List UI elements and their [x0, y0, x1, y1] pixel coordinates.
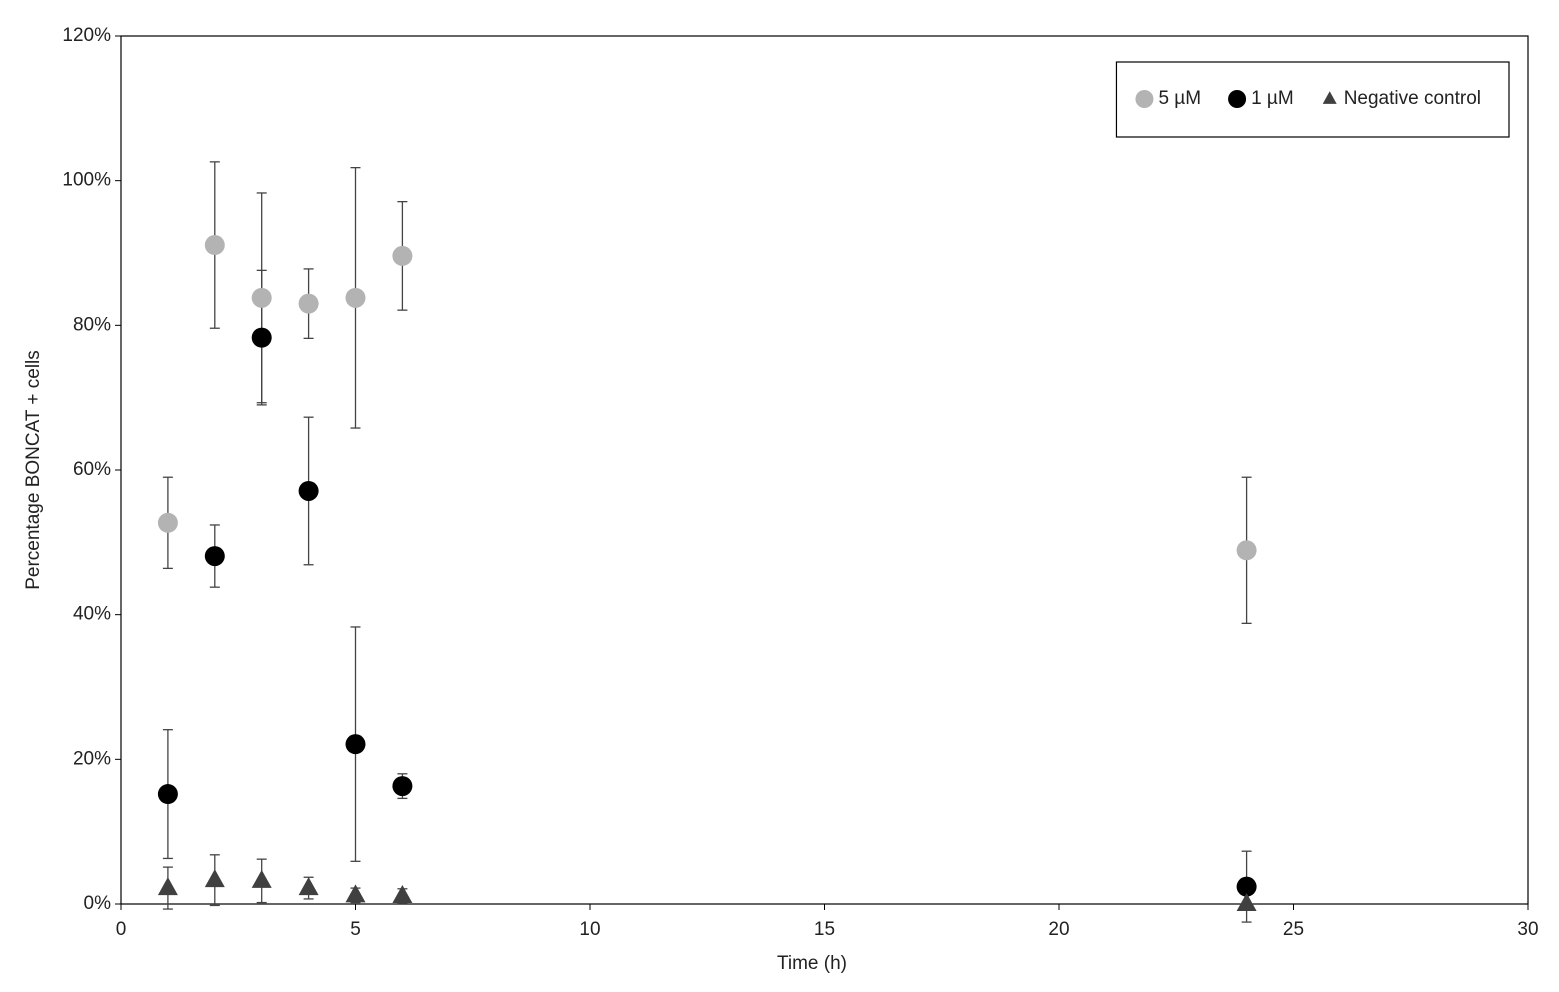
point [157, 512, 178, 533]
point [298, 480, 319, 501]
point [345, 734, 366, 755]
point [251, 327, 272, 348]
y-tick-label: 80% [73, 314, 111, 335]
y-axis-label: Percentage BONCAT + cells [23, 350, 44, 590]
point [157, 784, 178, 805]
point [204, 235, 225, 256]
point [1236, 893, 1257, 911]
x-axis-label: Time (h) [777, 953, 847, 974]
legend-marker [1228, 90, 1247, 108]
legend: 5 µM 1 µM Negative control [1115, 61, 1510, 138]
x-tick-label: 25 [1283, 919, 1304, 940]
point [345, 884, 366, 903]
point [204, 869, 225, 888]
y-tick-label: 0% [84, 893, 112, 914]
point [251, 869, 272, 888]
point [298, 293, 319, 314]
x-tick-label: 30 [1517, 919, 1538, 940]
point [392, 776, 413, 797]
x-tick-label: 0 [116, 919, 127, 940]
legend-marker [1322, 91, 1337, 104]
point [204, 546, 225, 567]
point [251, 287, 272, 308]
x-tick-label: 10 [579, 919, 600, 940]
point [1236, 876, 1257, 897]
point [1236, 540, 1257, 561]
y-tick-label: 40% [73, 604, 111, 625]
legend-label: 5 µM [1158, 88, 1201, 109]
y-tick-label: 20% [73, 748, 111, 769]
legend-label: Negative control [1344, 88, 1481, 109]
legend-marker [1135, 90, 1154, 108]
legend-box [1115, 61, 1510, 138]
point [157, 877, 178, 896]
x-tick-label: 15 [814, 919, 835, 940]
x-tick-label: 5 [350, 919, 361, 940]
legend-label: 1 µM [1251, 88, 1294, 109]
point [392, 885, 413, 904]
x-tick-label: 20 [1048, 919, 1069, 940]
y-tick-label: 60% [73, 459, 111, 480]
y-tick-label: 120% [62, 25, 111, 46]
y-tick-label: 100% [62, 170, 111, 191]
point [392, 245, 413, 266]
point [345, 287, 366, 308]
point [298, 877, 319, 896]
